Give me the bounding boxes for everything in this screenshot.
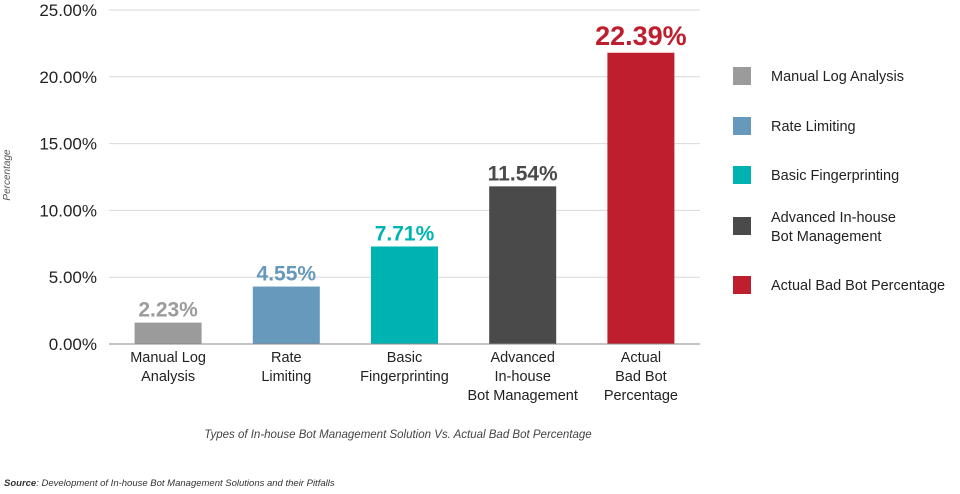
bar [371,246,438,344]
legend-label: Rate Limiting [771,119,856,135]
bar [607,52,675,344]
y-tick-label: 5.00% [49,268,97,287]
y-tick-label: 25.00% [39,1,97,20]
x-tick-label: Basic Fingerprinting [360,350,449,385]
bar [134,322,202,344]
y-tick-label: 10.00% [39,201,97,220]
legend-label: Actual Bad Bot Percentage [771,278,945,294]
legend-swatch [733,166,751,184]
y-tick-label: 0.00% [49,335,97,354]
legend-label: Basic Fingerprinting [771,168,899,184]
y-tick-label: 20.00% [39,68,97,87]
data-label: 2.23% [138,299,198,322]
legend-swatch [733,276,751,294]
source-note: Source: Development of In-house Bot Mana… [4,478,335,489]
x-tick-label: Rate Limiting [261,350,311,385]
x-tick-label: Advanced In-house Bot Management [467,350,577,404]
bar-chart: 0.00% 5.00% 10.00% 15.00% 20.00% 25.00% Percen… [2,1,945,404]
data-label: 11.54% [488,162,558,185]
legend-swatch [733,217,751,235]
legend-label: Advanced In-house Bot Management [771,210,896,245]
source-text: : Development of In-house Bot Management… [36,478,335,489]
x-tick-label: Actual Bad Bot Percentage [604,350,678,404]
x-axis-title: Types of In-house Bot Management Solutio… [204,429,592,441]
data-label: 4.55% [257,263,317,286]
legend-swatch [733,117,751,135]
bar [252,286,320,344]
source-label: Source [4,478,37,489]
legend-label: Manual Log Analysis [771,69,904,85]
legend-swatch [733,67,751,85]
y-tick-label: 15.00% [39,135,97,154]
data-label: 7.71% [375,222,435,245]
data-label: 22.39% [595,21,687,51]
y-axis-title: Percentage [2,149,13,201]
bar [489,186,557,344]
x-tick-label: Manual Log Analysis [130,350,206,385]
